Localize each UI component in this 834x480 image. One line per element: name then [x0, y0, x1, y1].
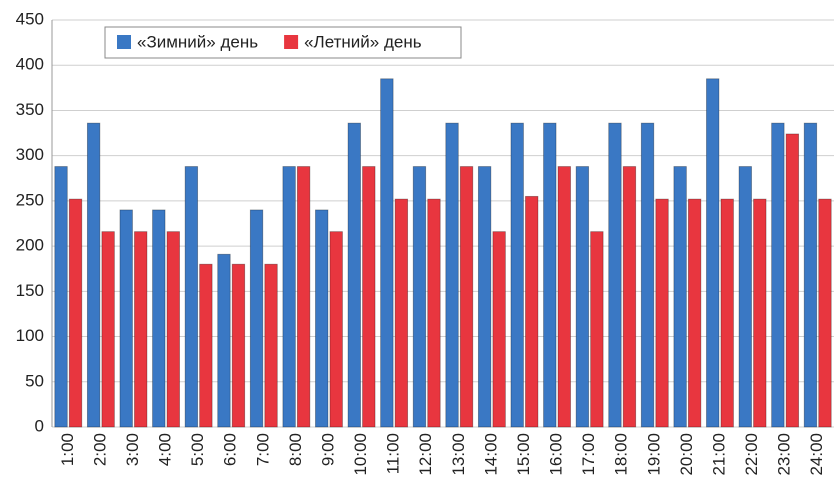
y-tick-label: 200 [16, 236, 44, 255]
x-tick-label: 8:00 [286, 433, 305, 466]
x-tick-label: 2:00 [90, 433, 109, 466]
bar [54, 166, 68, 428]
x-tick-label: 15:00 [514, 433, 533, 476]
x-tick-label: 21:00 [709, 433, 728, 476]
bar [184, 166, 199, 428]
legend-label: «Зимний» день [137, 32, 258, 51]
bar [296, 166, 311, 428]
bar [86, 122, 101, 428]
bar [329, 231, 343, 428]
bar [818, 198, 832, 428]
bar [119, 209, 133, 428]
bar [492, 231, 506, 428]
x-tick-label: 3:00 [123, 433, 142, 466]
bar [608, 122, 622, 428]
y-tick-label: 150 [16, 281, 44, 300]
bar [655, 198, 669, 428]
legend-box [104, 26, 462, 59]
bar [753, 198, 767, 428]
bar [543, 122, 557, 428]
bar [525, 195, 539, 428]
bar [803, 122, 818, 428]
bar [380, 78, 394, 428]
bar [640, 122, 655, 428]
bar [459, 166, 474, 428]
bar [445, 122, 459, 428]
bar [199, 263, 213, 428]
x-tick-label: 22:00 [742, 433, 761, 476]
x-tick-label: 24:00 [807, 433, 826, 476]
bar [152, 209, 166, 428]
x-tick-label: 23:00 [775, 433, 794, 476]
x-tick-label: 19:00 [644, 433, 663, 476]
x-tick-label: 7:00 [253, 433, 272, 466]
bar [68, 198, 83, 428]
bar [575, 166, 590, 428]
bar [510, 122, 524, 428]
y-tick-label: 50 [25, 371, 44, 390]
bar [557, 166, 571, 428]
legend: «Зимний» день «Летний» день [104, 26, 462, 59]
y-tick-label: 450 [16, 9, 44, 28]
x-tick-label: 13:00 [449, 433, 468, 476]
x-tick-label: 12:00 [416, 433, 435, 476]
bar [101, 231, 115, 428]
bar [738, 166, 752, 428]
bar [477, 166, 492, 428]
bar [785, 133, 800, 428]
bar [166, 231, 180, 428]
x-tick-label: 10:00 [351, 433, 370, 476]
x-tick-label: 4:00 [156, 433, 175, 466]
y-tick-label: 100 [16, 326, 44, 345]
bar [217, 253, 231, 428]
bar [720, 198, 734, 428]
bar [264, 263, 278, 428]
x-tick-label: 1:00 [58, 433, 77, 466]
x-tick-label: 9:00 [318, 433, 337, 466]
bar [282, 166, 296, 428]
bar [347, 122, 361, 428]
bar [687, 198, 702, 428]
y-tick-label: 250 [16, 190, 44, 209]
y-tick-label: 300 [16, 145, 44, 164]
x-tick-label: 20:00 [677, 433, 696, 476]
bar [412, 166, 427, 428]
legend-swatch [117, 35, 131, 49]
bar [706, 78, 720, 428]
x-tick-label: 6:00 [221, 433, 240, 466]
bar [394, 198, 409, 428]
bar [134, 231, 148, 428]
bar [362, 166, 376, 428]
y-tick-label: 0 [35, 416, 44, 435]
bar [231, 263, 246, 428]
x-tick-label: 17:00 [579, 433, 598, 476]
bar [771, 122, 785, 428]
y-tick-label: 400 [16, 55, 44, 74]
bar [590, 231, 604, 428]
legend-swatch [284, 35, 299, 49]
x-tick-label: 5:00 [188, 433, 207, 466]
bar [249, 209, 264, 428]
x-tick-label: 14:00 [481, 433, 500, 476]
y-tick-label: 350 [16, 100, 44, 119]
bar [673, 166, 687, 428]
x-tick-label: 11:00 [384, 433, 403, 474]
bar [622, 166, 637, 428]
bar [427, 198, 441, 428]
legend-label: «Летний» день [304, 32, 422, 51]
x-tick-label: 16:00 [547, 433, 566, 476]
bar [315, 209, 329, 428]
x-tick-label: 18:00 [612, 433, 631, 476]
